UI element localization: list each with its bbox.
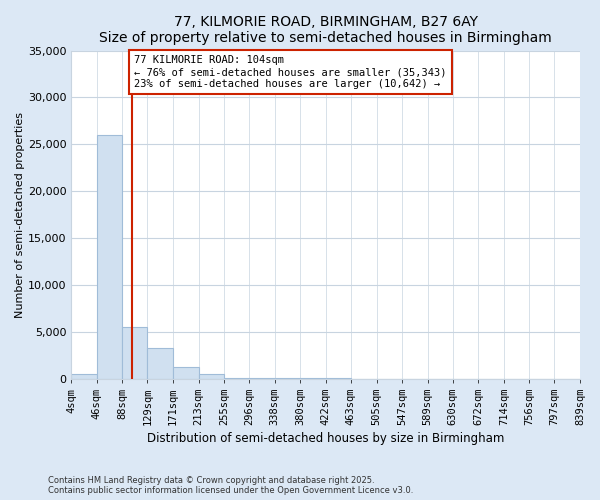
Bar bbox=[97, 135, 122, 378]
Text: Contains HM Land Registry data © Crown copyright and database right 2025.
Contai: Contains HM Land Registry data © Crown c… bbox=[48, 476, 413, 495]
Title: 77, KILMORIE ROAD, BIRMINGHAM, B27 6AY
Size of property relative to semi-detache: 77, KILMORIE ROAD, BIRMINGHAM, B27 6AY S… bbox=[99, 15, 552, 45]
Bar bbox=[173, 368, 199, 378]
Text: 77 KILMORIE ROAD: 104sqm
← 76% of semi-detached houses are smaller (35,343)
23% : 77 KILMORIE ROAD: 104sqm ← 76% of semi-d… bbox=[134, 56, 446, 88]
Bar bbox=[148, 348, 173, 378]
Bar bbox=[71, 374, 97, 378]
Y-axis label: Number of semi-detached properties: Number of semi-detached properties bbox=[15, 112, 25, 318]
Bar bbox=[122, 327, 148, 378]
X-axis label: Distribution of semi-detached houses by size in Birmingham: Distribution of semi-detached houses by … bbox=[147, 432, 505, 445]
Bar bbox=[199, 374, 224, 378]
